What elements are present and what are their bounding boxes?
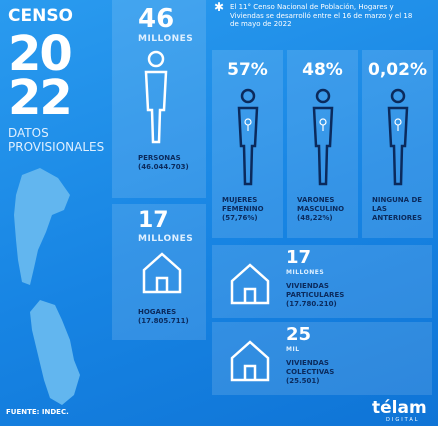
dwelling-number: 25: [286, 324, 312, 345]
households-panel: 17 MILLONES HOGARES (17.805.711): [112, 204, 206, 340]
population-label: PERSONAS: [138, 154, 181, 162]
gender-panel: 57% MUJERES FEMENINO (57,76%): [212, 50, 283, 238]
population-number: 46: [138, 4, 175, 34]
person-icon: [144, 50, 168, 144]
asterisk: ✱: [214, 0, 225, 14]
gender-label: VARONES MASCULINO: [297, 196, 345, 213]
population-panel: 46 MILLONES PERSONAS (46.044.703): [112, 0, 206, 198]
households-unit: MILLONES: [138, 234, 194, 244]
brand-sub: DIGITAL: [386, 417, 420, 423]
person-icon: [237, 88, 259, 186]
gender-panel: 0,02% NINGUNA DE LAS ANTERIORES: [362, 50, 433, 238]
year-bottom: 22: [8, 70, 73, 126]
households-label: HOGARES: [138, 308, 177, 316]
brand: télam: [372, 398, 427, 418]
gender-detail: (48,22%): [297, 214, 333, 222]
dwelling-label: VIVIENDAS COLECTIVAS: [286, 359, 335, 376]
year-top: 20: [8, 26, 73, 82]
map: [14, 168, 80, 405]
person-icon: [387, 88, 409, 186]
dwelling-number: 17: [286, 247, 312, 268]
gender-percent: 57%: [227, 60, 268, 80]
person-icon: [312, 88, 334, 186]
gender-panel: 48% VARONES MASCULINO (48,22%): [287, 50, 358, 238]
title: CENSO: [8, 6, 74, 26]
gender-percent: 0,02%: [368, 60, 427, 80]
dwelling-panel: 25 MIL VIVIENDAS COLECTIVAS (25.501): [212, 322, 432, 395]
subtitle: DATOS PROVISIONALES: [8, 126, 105, 154]
dwelling-unit: MILLONES: [286, 269, 325, 276]
households-number: 17: [138, 208, 169, 233]
house-icon: [230, 263, 270, 305]
gender-label: MUJERES FEMENINO: [222, 196, 264, 213]
dwelling-label: VIVIENDAS PARTICULARES: [286, 282, 345, 299]
dwelling-detail: (17.780.210): [286, 300, 337, 308]
gender-percent: 48%: [302, 60, 343, 80]
dwelling-panel: 17 MILLONES VIVIENDAS PARTICULARES (17.7…: [212, 245, 432, 318]
population-detail: (46.044.703): [138, 163, 189, 171]
gender-label: NINGUNA DE LAS ANTERIORES: [372, 196, 423, 222]
source: FUENTE: INDEC.: [6, 408, 69, 416]
households-detail: (17.805.711): [138, 317, 189, 325]
note: El 11° Censo Nacional de Población, Hoga…: [230, 3, 413, 28]
population-unit: MILLONES: [138, 34, 194, 44]
gender-detail: (57,76%): [222, 214, 258, 222]
house-icon: [230, 340, 270, 382]
dwelling-unit: MIL: [286, 346, 300, 353]
house-icon: [142, 252, 182, 294]
dwelling-detail: (25.501): [286, 377, 320, 385]
